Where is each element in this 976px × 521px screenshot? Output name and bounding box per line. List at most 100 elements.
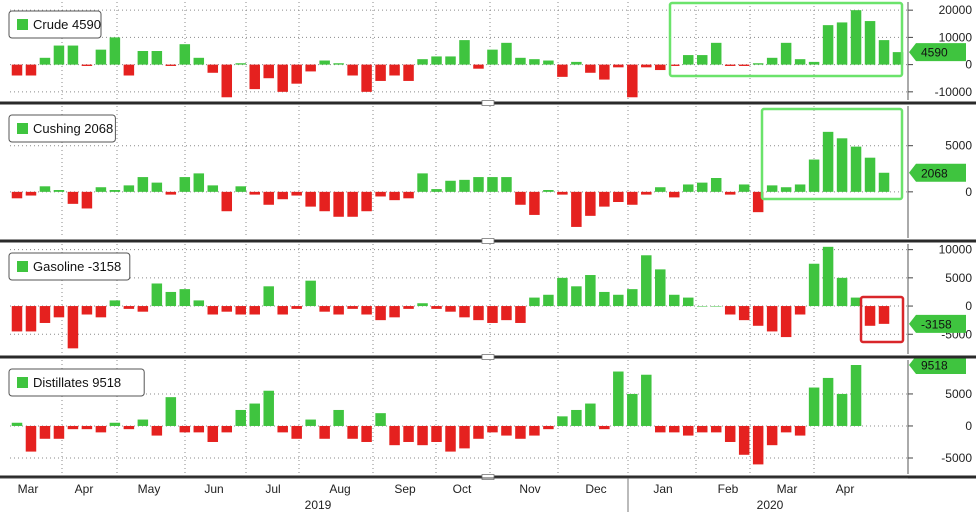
bar	[864, 21, 876, 65]
x-tick-label: Oct	[453, 482, 472, 496]
x-tick-label: Apr	[75, 482, 94, 496]
bar	[95, 187, 107, 192]
bar	[221, 64, 233, 98]
bar	[319, 60, 330, 65]
y-tick-label: 10000	[939, 30, 973, 44]
x-tick-label: Mar	[777, 482, 798, 496]
legend-distillates: Distillates 9518	[8, 368, 145, 397]
bar	[333, 409, 344, 426]
bar	[277, 191, 288, 200]
y-tick-label: 0	[965, 299, 972, 313]
bar	[11, 422, 23, 426]
bar	[151, 283, 163, 307]
last-value-label: 9518	[921, 359, 948, 373]
bar	[669, 191, 680, 198]
bar	[752, 63, 764, 65]
bar	[123, 306, 135, 309]
bar	[641, 374, 652, 426]
bar	[822, 246, 834, 307]
x-tick-label: Apr	[836, 482, 855, 496]
bar	[235, 306, 246, 315]
bar	[752, 306, 764, 326]
bar	[109, 300, 121, 307]
bar	[95, 49, 107, 65]
bar	[627, 191, 638, 205]
bar	[305, 191, 316, 207]
bar	[557, 416, 568, 426]
x-year-label: 2019	[305, 498, 332, 512]
bar	[417, 59, 428, 65]
bar	[599, 64, 610, 80]
legend-cushing: Cushing 2068	[8, 114, 116, 143]
bar	[543, 425, 554, 430]
bar	[179, 177, 191, 192]
x-tick-label: May	[138, 482, 161, 496]
bar	[193, 57, 205, 65]
y-tick-label: 0	[965, 58, 972, 72]
bar	[235, 63, 246, 65]
bar	[277, 306, 288, 315]
x-tick-label: Jul	[265, 482, 280, 496]
bar	[585, 191, 596, 216]
panels-layer: 20000 10000 0 -10000 4590 Crude 4590 5000 0 2068…	[0, 1, 976, 480]
bar	[627, 289, 638, 307]
panel-distillates: 5000 0 -5000 9518 Distillates 9518	[8, 356, 972, 474]
bar	[487, 177, 498, 192]
last-value-flag: 4590	[909, 43, 966, 62]
bar	[459, 179, 470, 192]
bar	[151, 425, 163, 436]
legend-label: Crude 4590	[33, 17, 101, 32]
bar	[487, 49, 498, 65]
bar	[361, 191, 372, 212]
bar	[417, 173, 428, 192]
bar	[599, 191, 610, 207]
bar	[319, 191, 330, 212]
last-value-box	[909, 163, 966, 182]
bar	[39, 425, 51, 439]
legend-label: Gasoline -3158	[33, 259, 121, 274]
bar	[724, 425, 736, 442]
bar	[766, 306, 778, 332]
bar	[543, 294, 554, 307]
bar	[67, 191, 79, 204]
legend-label: Cushing 2068	[33, 121, 113, 136]
bar	[641, 64, 652, 68]
bar	[291, 306, 302, 309]
bar	[836, 138, 848, 192]
bar	[39, 186, 51, 192]
y-tick-label: 20000	[939, 3, 973, 17]
bar	[277, 425, 288, 433]
bar	[571, 409, 582, 426]
bar	[39, 57, 51, 65]
bar	[361, 64, 372, 92]
bar	[445, 180, 456, 192]
bar	[123, 64, 135, 76]
highlight-box	[668, 1, 904, 78]
bar	[221, 425, 233, 433]
bar	[794, 425, 806, 436]
bar	[669, 294, 680, 307]
bar	[53, 45, 65, 65]
bar	[571, 191, 582, 227]
x-tick-label: Jun	[204, 482, 223, 496]
bar	[375, 413, 386, 426]
bar	[95, 306, 107, 318]
bar	[11, 306, 23, 332]
bar	[67, 425, 79, 430]
bar	[249, 403, 260, 426]
highlight-box	[859, 295, 905, 344]
bar	[501, 306, 512, 321]
bar	[669, 425, 680, 433]
bar	[710, 425, 722, 433]
x-tick-label: Mar	[18, 482, 39, 496]
bar	[179, 289, 191, 307]
bar	[836, 393, 848, 426]
bar	[780, 42, 792, 65]
bar	[794, 184, 806, 192]
y-tick-label: 5000	[945, 139, 972, 153]
bar	[207, 64, 219, 73]
bar	[766, 57, 778, 65]
bar	[892, 52, 904, 65]
last-value-label: -3158	[921, 317, 952, 331]
bar	[235, 409, 246, 426]
